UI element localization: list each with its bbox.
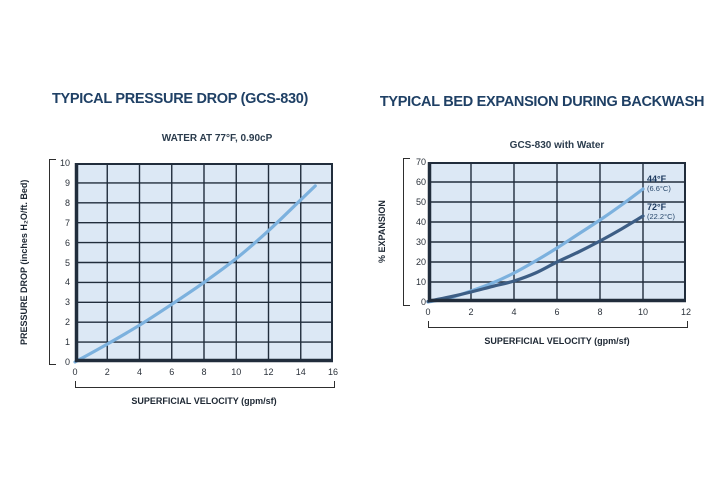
x-tick-label: 4	[511, 307, 517, 317]
x-tick-label: 2	[468, 307, 474, 317]
y-tick-label: 60	[415, 177, 426, 187]
chart-title: TYPICAL PRESSURE DROP (GCS-830)	[51, 91, 309, 107]
x-axis-ticks: 0 2 4 6 8 10 12 14 16	[72, 367, 338, 379]
x-tick-label: 10	[231, 367, 242, 377]
x-tick-label: 0	[425, 307, 431, 317]
x-axis-bracket	[428, 321, 688, 328]
chart-title: TYPICAL BED EXPANSION DURING BACKWASH	[379, 94, 705, 110]
y-tick-label: 4	[64, 277, 70, 288]
y-axis-label: PRESSURE DROP (inches H₂O/ft. Bed)	[19, 179, 29, 346]
y-axis-label: % EXPANSION	[377, 200, 387, 264]
y-axis-ticks: 0 1 2 3 4 5 6 7 8 9 10	[36, 158, 70, 367]
pressure-drop-chart: TYPICAL PRESSURE DROP (GCS-830) WATER AT…	[19, 91, 338, 406]
chart-subtitle: WATER AT 77°F, 0.90cP	[161, 133, 273, 144]
y-axis-bracket	[403, 158, 410, 306]
y-tick-label: 40	[415, 217, 426, 227]
chart-canvas	[73, 163, 333, 364]
y-tick-label: 8	[64, 197, 70, 208]
x-tick-label: 12	[263, 367, 274, 377]
series-label-44F: 44°F (6.6°C)	[647, 174, 671, 194]
y-tick-label: 6	[64, 237, 70, 248]
x-tick-label: 0	[72, 367, 78, 377]
y-tick-label: 20	[415, 257, 426, 267]
x-axis-label: SUPERFICIAL VELOCITY (gpm/sf)	[131, 396, 277, 406]
y-tick-label: 0	[64, 357, 70, 367]
x-tick-label: 6	[554, 307, 560, 317]
series-label-72F: 72°F (22.2°C)	[647, 202, 675, 222]
x-tick-label: 8	[201, 367, 207, 377]
x-tick-label: 4	[136, 367, 142, 377]
series-label-main: 44°F	[647, 174, 667, 184]
series-label-main: 72°F	[647, 202, 667, 212]
series-label-sub: (6.6°C)	[647, 184, 671, 193]
y-tick-label: 10	[415, 277, 426, 287]
y-tick-label: 1	[64, 337, 70, 348]
x-tick-label: 12	[680, 307, 691, 317]
x-tick-label: 16	[327, 367, 338, 377]
plot-area	[73, 163, 333, 364]
y-tick-label: 9	[64, 177, 70, 188]
chart-canvas	[426, 162, 686, 304]
x-axis-label: SUPERFICIAL VELOCITY (gpm/sf)	[484, 336, 630, 346]
x-tick-label: 6	[169, 367, 175, 377]
bed-expansion-chart: TYPICAL BED EXPANSION DURING BACKWASH GC…	[360, 0, 720, 480]
y-tick-label: 30	[415, 237, 426, 247]
series-label-sub: (22.2°C)	[647, 212, 676, 221]
y-tick-label: 7	[64, 217, 70, 228]
chart-subtitle: GCS-830 with Water	[509, 140, 605, 151]
y-tick-label: 10	[59, 158, 70, 168]
y-tick-label: 50	[415, 197, 426, 207]
x-tick-label: 2	[104, 367, 110, 377]
x-tick-label: 14	[295, 367, 306, 377]
plot-area: 44°F (6.6°C) 72°F (22.2°C)	[426, 162, 686, 304]
y-axis-ticks: 0 10 20 30 40 50 60 70	[392, 157, 426, 307]
x-tick-label: 8	[597, 307, 603, 317]
x-axis-bracket	[75, 381, 335, 388]
x-tick-label: 10	[637, 307, 648, 317]
y-tick-label: 5	[64, 257, 70, 268]
y-axis-bracket	[49, 159, 56, 365]
y-tick-label: 3	[64, 297, 70, 308]
y-tick-label: 2	[64, 317, 70, 328]
x-axis-ticks: 0 2 4 6 8 10 12	[425, 307, 691, 319]
y-tick-label: 70	[415, 157, 426, 167]
y-tick-label: 0	[420, 297, 426, 307]
